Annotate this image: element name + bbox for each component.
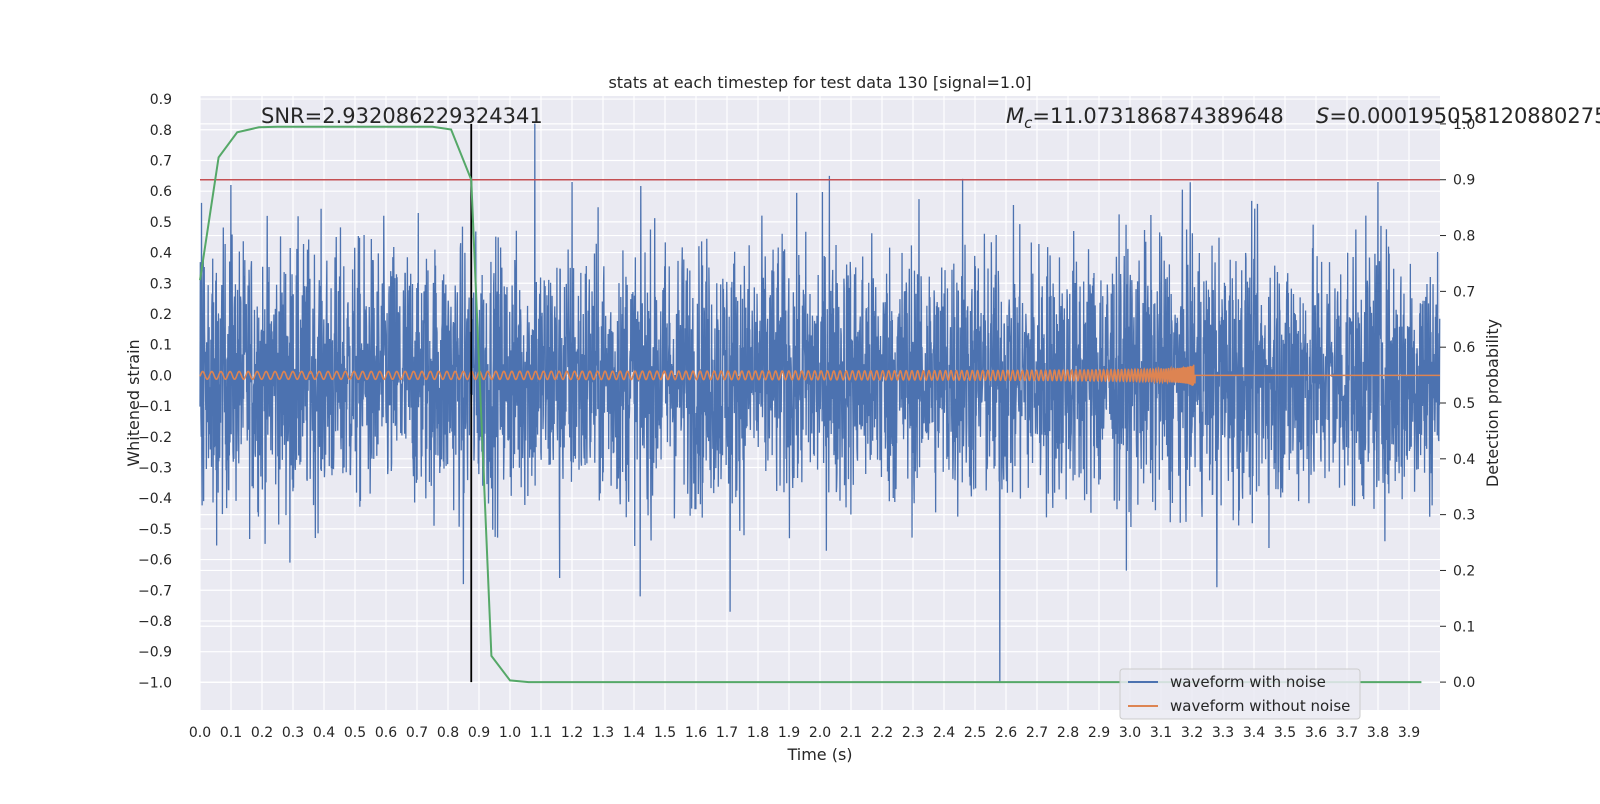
y-right-tick-label: 0.4 [1453, 452, 1475, 468]
series-waveform-without-noise [199, 364, 1440, 386]
y-right-tick-labels: 1.0 0.9 0.8 0.7 0.6 0.5 0.4 0.3 0.2 0.1 0.0 [1440, 117, 1475, 691]
x-tick-label: 0.8 [437, 725, 459, 741]
x-tick-label: 1.0 [499, 725, 521, 741]
x-tick-label: 3.6 [1305, 725, 1327, 741]
x-tick-label: 0.4 [313, 725, 335, 741]
y-left-tick-label: −0.6 [138, 553, 172, 569]
series-waveform-with-noise [199, 123, 1441, 683]
x-tick-label: 0.1 [220, 725, 242, 741]
x-tick-label: 1.3 [592, 725, 614, 741]
y-right-tick-label: 1.0 [1453, 117, 1475, 133]
x-tick-label: 2.8 [1057, 725, 1079, 741]
x-tick-label: 1.8 [747, 725, 769, 741]
y-left-tick-label: 0.3 [150, 276, 172, 292]
x-tick-label: 3.2 [1181, 725, 1203, 741]
y-left-tick-label: 0.4 [150, 246, 172, 262]
x-tick-labels: 0.0 0.1 0.2 0.3 0.4 0.5 0.6 0.7 0.8 0.9 1.0 1.1 1.2 1… [189, 725, 1420, 741]
x-tick-label: 3.0 [1119, 725, 1141, 741]
x-tick-label: 2.4 [933, 725, 955, 741]
y-left-tick-label: 0.8 [150, 123, 172, 139]
y-axis-right-label: Detection probability [1483, 319, 1502, 487]
y-right-tick-label: 0.3 [1453, 508, 1475, 524]
y-left-tick-label: −0.1 [138, 399, 172, 415]
y-left-tick-label: 0.5 [150, 215, 172, 231]
y-left-tick-labels: 0.9 0.8 0.7 0.6 0.5 0.4 0.3 0.2 0.1 0.0 −0.1 −0.2 −0… [138, 92, 172, 691]
x-axis-label: Time (s) [786, 745, 852, 764]
y-left-tick-label: 0.6 [150, 184, 172, 200]
y-left-tick-label: 0.0 [150, 368, 172, 384]
legend: waveform with noise waveform without noi… [1119, 668, 1361, 720]
x-tick-label: 2.7 [1026, 725, 1048, 741]
x-tick-label: 3.9 [1398, 725, 1420, 741]
y-left-tick-label: −0.7 [138, 583, 172, 599]
y-right-tick-label: 0.5 [1453, 396, 1475, 412]
mc-annotation: Mc=11.073186874389648 [1006, 104, 1284, 132]
x-tick-label: 1.2 [561, 725, 583, 741]
x-tick-label: 0.0 [189, 725, 211, 741]
x-tick-label: 1.7 [716, 725, 738, 741]
x-tick-label: 2.5 [964, 725, 986, 741]
y-left-tick-label: 0.1 [150, 338, 172, 354]
y-right-tick-label: 0.9 [1453, 173, 1475, 189]
y-left-tick-label: −1.0 [138, 675, 172, 691]
y-left-tick-label: 0.7 [150, 153, 172, 169]
x-tick-label: 3.1 [1150, 725, 1172, 741]
x-tick-label: 0.9 [468, 725, 490, 741]
legend-label-noise: waveform with noise [1170, 673, 1326, 691]
legend-box [1119, 668, 1361, 720]
x-tick-label: 1.4 [623, 725, 645, 741]
y-left-tick-label: −0.8 [138, 614, 172, 630]
x-tick-label: 3.5 [1274, 725, 1296, 741]
x-tick-label: 0.3 [282, 725, 304, 741]
mc-subscript: c [1024, 114, 1033, 132]
y-right-tick-label: 0.0 [1453, 675, 1475, 691]
y-left-tick-label: −0.4 [138, 491, 172, 507]
y-right-tick-label: 0.7 [1453, 284, 1475, 300]
y-left-tick-label: −0.9 [138, 645, 172, 661]
s-annotation: S=0.00019505812088027506 [1316, 104, 1600, 128]
chirp-trace [199, 364, 1440, 386]
x-tick-label: 0.6 [375, 725, 397, 741]
y-right-tick-label: 0.6 [1453, 340, 1475, 356]
x-tick-label: 2.2 [871, 725, 893, 741]
x-tick-label: 0.2 [251, 725, 273, 741]
chart-title: stats at each timestep for test data 130… [608, 73, 1031, 92]
x-tick-label: 3.7 [1336, 725, 1358, 741]
legend-label-clean: waveform without noise [1170, 697, 1350, 715]
series-detection-probability [199, 125, 1422, 684]
y-right-tick-label: 0.2 [1453, 563, 1475, 579]
x-tick-label: 2.9 [1088, 725, 1110, 741]
x-tick-label: 3.4 [1243, 725, 1265, 741]
x-tick-label: 2.6 [995, 725, 1017, 741]
snr-annotation: SNR=2.932086229324341 [261, 104, 543, 128]
y-axis-left-label: Whitened strain [124, 339, 143, 466]
x-tick-label: 1.9 [778, 725, 800, 741]
y-left-tick-label: −0.2 [138, 430, 172, 446]
x-tick-label: 1.1 [530, 725, 552, 741]
y-left-tick-label: −0.5 [138, 522, 172, 538]
y-right-tick-label: 0.8 [1453, 229, 1475, 245]
x-tick-label: 2.3 [902, 725, 924, 741]
probability-trace [199, 125, 1422, 684]
s-symbol: S [1316, 104, 1329, 128]
y-left-tick-label: −0.3 [138, 460, 172, 476]
noise-trace [199, 123, 1441, 683]
y-left-tick-label: 0.2 [150, 307, 172, 323]
x-tick-label: 3.3 [1212, 725, 1234, 741]
y-left-tick-label: 0.9 [150, 92, 172, 108]
x-tick-label: 2.0 [809, 725, 831, 741]
x-tick-label: 0.5 [344, 725, 366, 741]
mc-symbol: M [1006, 104, 1024, 128]
x-tick-label: 2.1 [840, 725, 862, 741]
x-tick-label: 1.6 [685, 725, 707, 741]
x-tick-label: 3.8 [1367, 725, 1389, 741]
x-tick-label: 1.5 [654, 725, 676, 741]
s-value: =0.00019505812088027506 [1329, 104, 1600, 128]
x-tick-label: 0.7 [406, 725, 428, 741]
y-right-tick-label: 0.1 [1453, 619, 1475, 635]
mc-value: =11.073186874389648 [1032, 104, 1283, 128]
